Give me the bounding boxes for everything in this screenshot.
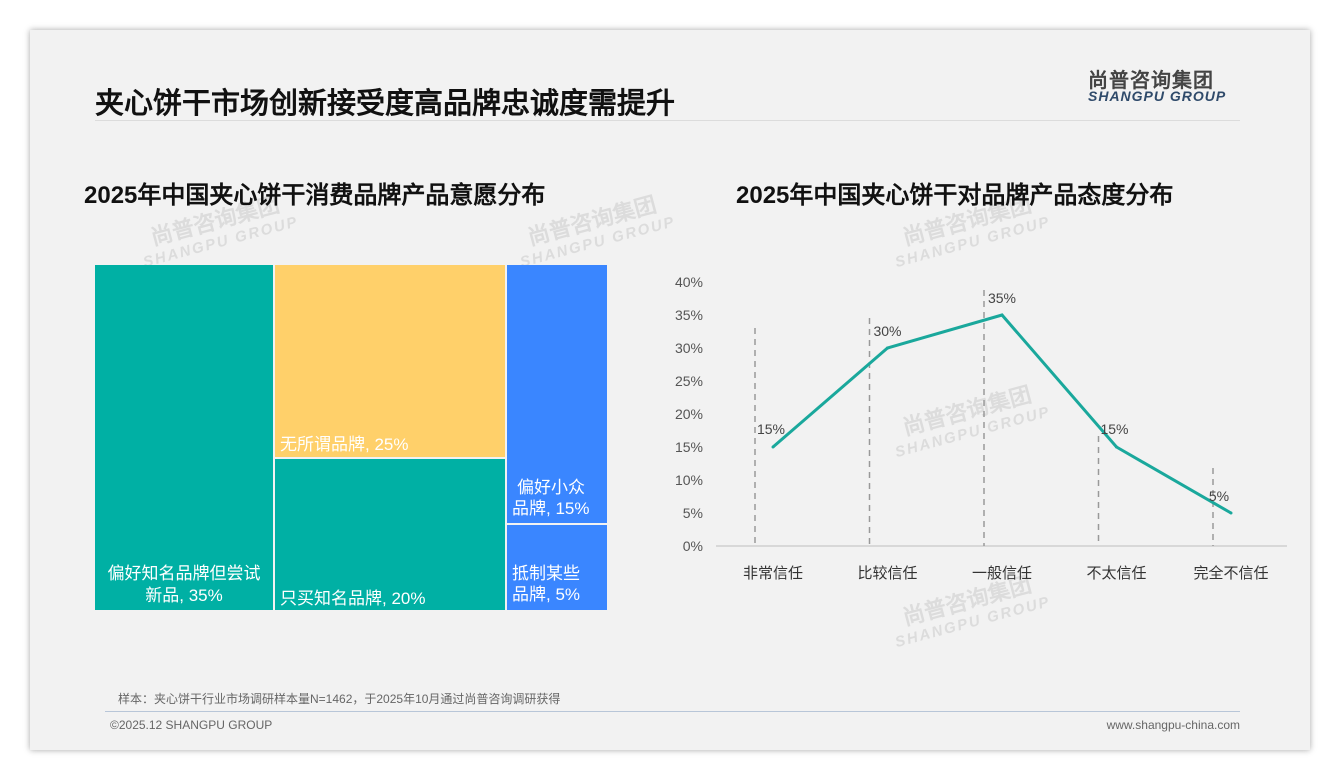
data-point	[771, 445, 775, 449]
treemap-cell: 只买知名品牌, 20%	[275, 459, 505, 610]
data-label: 35%	[988, 290, 1016, 306]
sample-note: 样本：夹心饼干行业市场调研样本量N=1462，于2025年10月通过尚普咨询调研…	[118, 692, 561, 706]
y-tick-label: 35%	[675, 307, 703, 323]
treemap: 偏好知名品牌但尝试 新品, 35% 无所谓品牌, 25% 只买知名品牌, 20% …	[95, 265, 607, 610]
data-point	[1229, 511, 1233, 515]
treemap-cell: 偏好小众 品牌, 15%	[507, 265, 607, 523]
footer-divider	[105, 711, 1240, 712]
data-label: 15%	[757, 421, 785, 437]
y-tick-label: 0%	[683, 538, 703, 554]
x-tick-label: 一般信任	[972, 565, 1032, 582]
x-tick-label: 完全不信任	[1193, 564, 1268, 582]
data-label: 30%	[873, 323, 901, 339]
y-tick-label: 40%	[675, 274, 703, 290]
data-point	[1115, 445, 1118, 449]
y-tick-label: 15%	[675, 439, 703, 455]
data-label: 5%	[1209, 488, 1229, 504]
page-title: 夹心饼干市场创新接受度高品牌忠诚度需提升	[95, 88, 676, 120]
slide: 夹心饼干市场创新接受度高品牌忠诚度需提升 尚普咨询集团 SHANGPU GROU…	[30, 30, 1310, 750]
line-chart-title: 2025年中国夹心饼干对品牌产品态度分布	[736, 182, 1174, 209]
copyright: ©2025.12 SHANGPU GROUP	[110, 718, 273, 732]
y-tick-label: 25%	[675, 373, 703, 389]
x-tick-label: 非常信任	[743, 565, 803, 582]
data-point	[886, 346, 889, 350]
logo-cn: 尚普咨询集团	[1088, 70, 1214, 92]
website-url: www.shangpu-china.com	[1106, 718, 1240, 732]
treemap-cell-label: 抵制某些品牌, 5%	[512, 564, 581, 604]
treemap-title: 2025年中国夹心饼干消费品牌产品意愿分布	[84, 182, 546, 209]
logo-en: SHANGPU GROUP	[1088, 88, 1227, 104]
y-tick-label: 5%	[683, 505, 703, 521]
y-tick-label: 20%	[675, 406, 703, 422]
line-chart: 0% 5% 10% 15% 20% 25% 30% 35% 40% 非常信任 比较信任 一般信任 不太信…	[675, 274, 1287, 582]
treemap-cell: 偏好知名品牌但尝试 新品, 35%	[95, 265, 273, 610]
y-tick-label: 30%	[675, 340, 703, 356]
divider	[95, 120, 1240, 121]
y-tick-label: 10%	[675, 472, 703, 488]
data-point	[1000, 313, 1004, 317]
x-tick-label: 不太信任	[1086, 565, 1146, 582]
treemap-cell: 无所谓品牌, 25%	[275, 265, 505, 457]
series-line	[772, 313, 1232, 515]
x-tick-label: 比较信任	[857, 564, 917, 582]
data-label: 15%	[1100, 421, 1128, 437]
treemap-cell: 抵制某些品牌, 5%	[507, 525, 607, 610]
